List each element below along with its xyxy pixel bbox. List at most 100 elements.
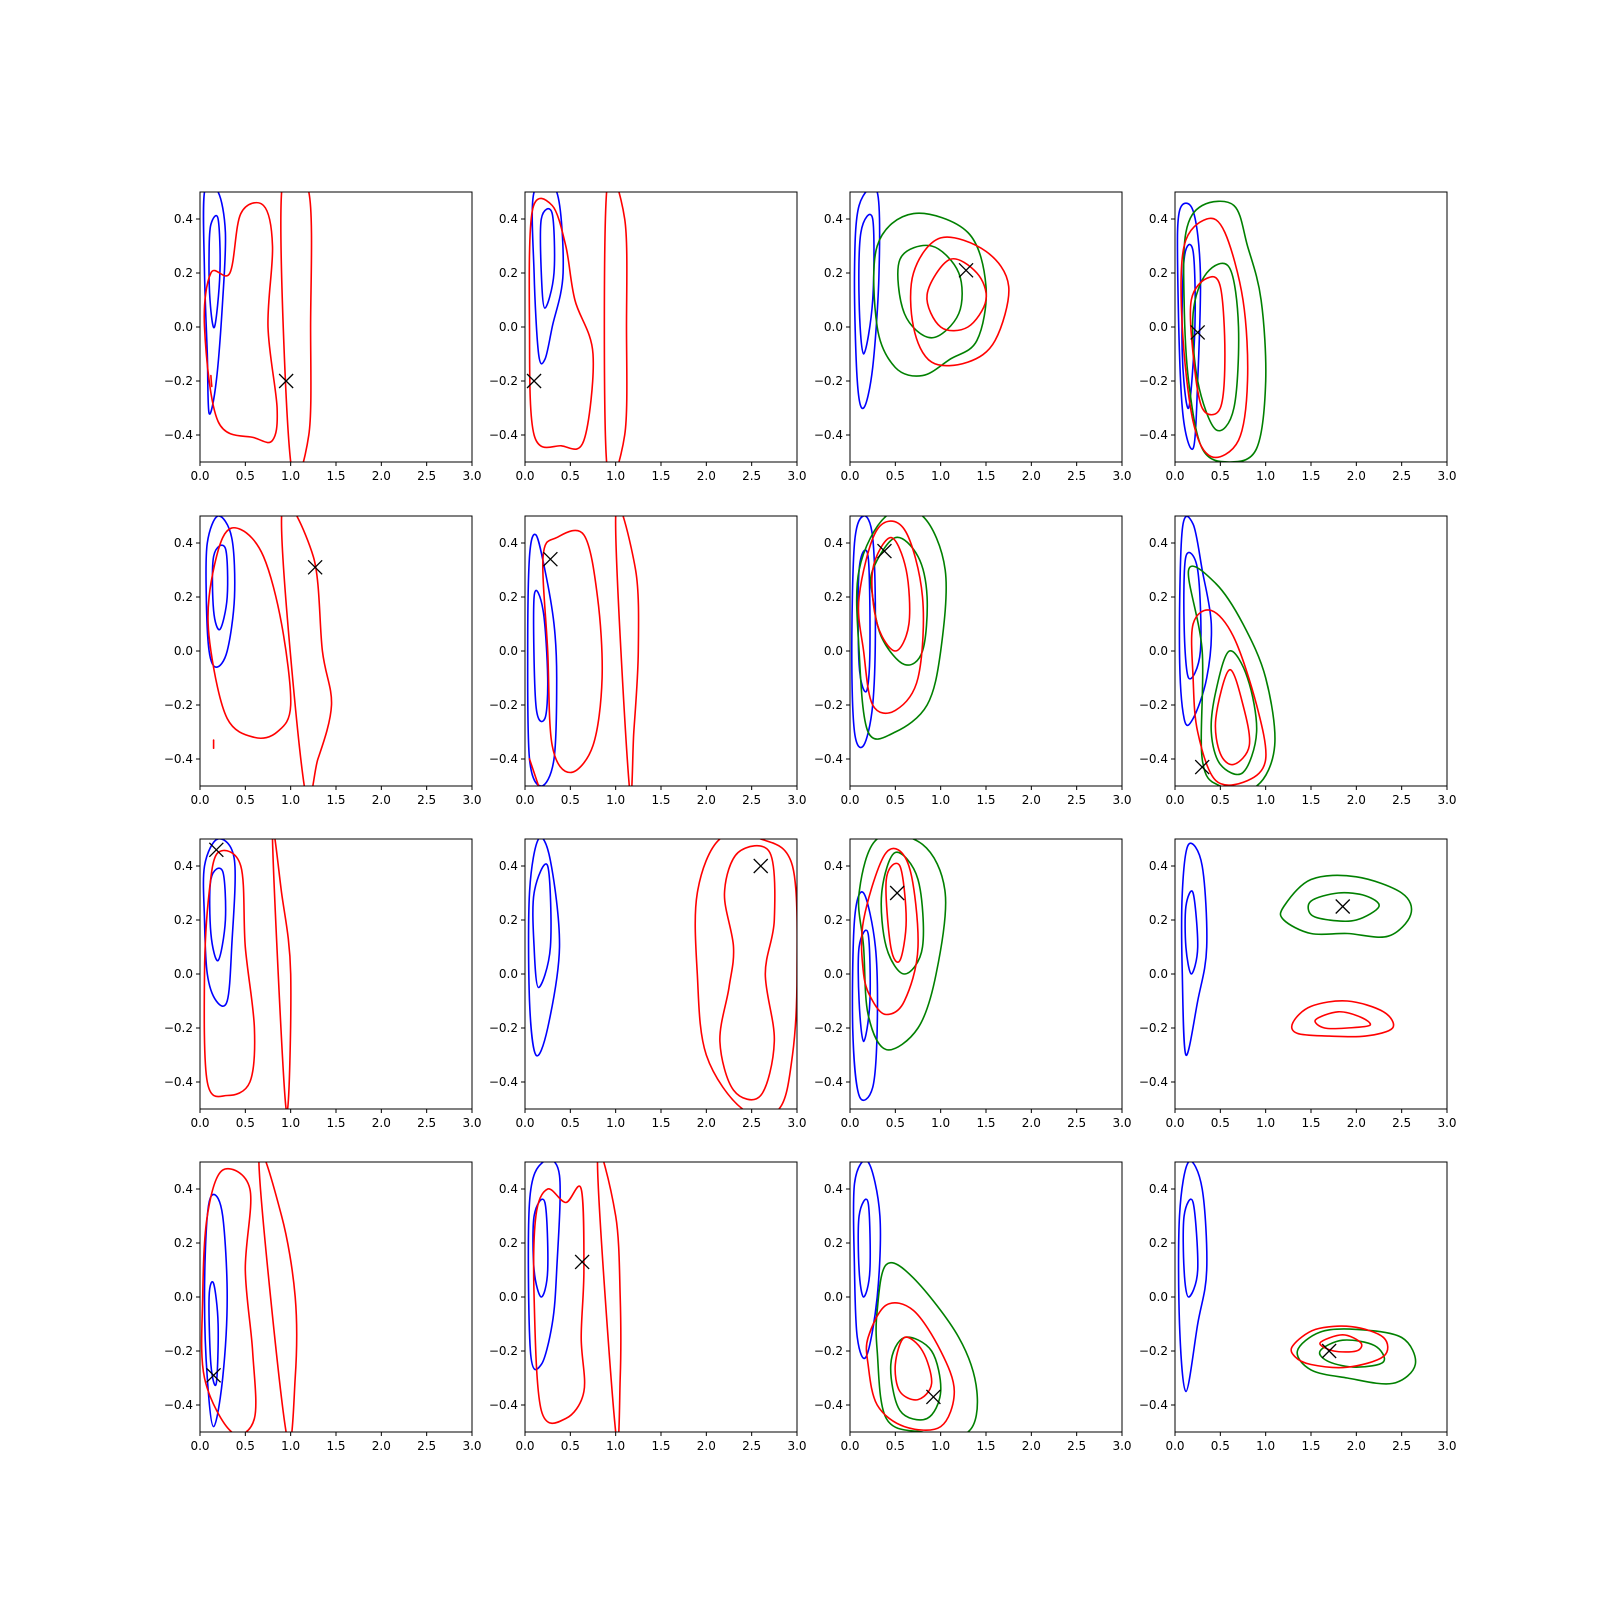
y-tick-label: −0.2: [164, 1021, 193, 1035]
x-tick-label: 0.0: [1165, 1439, 1184, 1453]
x-tick-label: 2.5: [742, 469, 761, 483]
x-marker-stroke: [542, 551, 558, 567]
panel-r3c2: 0.0 0.5 1.0 1.5 2.0 2.5 3.0 −0.4 −0.2 0.0 0.2 0.4: [489, 838, 807, 1130]
y-tick-label: 0.0: [174, 320, 193, 334]
x-tick-label: 0.0: [190, 469, 209, 483]
x-tick-label: 1.0: [606, 1439, 625, 1453]
panel-plot-area: [527, 839, 797, 1109]
x-tick-label: 3.0: [1437, 1439, 1456, 1453]
x-tick-label: 3.0: [1437, 793, 1456, 807]
red-contour-line: [271, 839, 292, 1109]
x-tick-label: 1.5: [976, 793, 995, 807]
x-tick-label: 1.5: [1301, 793, 1320, 807]
x-tick-label: 0.5: [886, 469, 905, 483]
x-tick-label: 3.0: [1112, 1116, 1131, 1130]
x-tick-label: 3.0: [1112, 1439, 1131, 1453]
panel-r3c3: 0.0 0.5 1.0 1.5 2.0 2.5 3.0 −0.4 −0.2 0.0 0.2 0.4: [814, 838, 1132, 1130]
y-tick-label: 0.0: [499, 1290, 518, 1304]
x-marker: [307, 559, 323, 575]
x-tick-label: 0.5: [561, 1439, 580, 1453]
y-tick-label: 0.0: [824, 644, 843, 658]
x-marker: [278, 373, 294, 389]
red-contour-line: [528, 197, 595, 450]
x-tick-label: 0.5: [1211, 1439, 1230, 1453]
green-contour-line: [1187, 565, 1276, 786]
panel-r2c2: 0.0 0.5 1.0 1.5 2.0 2.5 3.0 −0.4 −0.2 0.0 0.2 0.4: [489, 515, 807, 807]
red-contour-line: [1314, 1010, 1372, 1030]
y-tick-label: 0.4: [174, 536, 193, 550]
y-tick-label: 0.2: [499, 590, 518, 604]
y-tick-label: −0.4: [489, 1398, 518, 1412]
y-tick-label: 0.4: [1149, 859, 1168, 873]
y-tick-label: 0.2: [174, 266, 193, 280]
x-marker: [958, 262, 974, 278]
panel-frame: [199, 838, 473, 1110]
x-tick-label: 1.5: [651, 469, 670, 483]
y-tick-label: 0.0: [1149, 967, 1168, 981]
red-contour-line: [865, 1302, 956, 1431]
panel-frame: [1174, 515, 1448, 787]
x-tick-label: 0.0: [515, 793, 534, 807]
y-tick-label: −0.2: [814, 1344, 843, 1358]
panel-r4c2: 0.0 0.5 1.0 1.5 2.0 2.5 3.0 −0.4 −0.2 0.0 0.2 0.4: [489, 1161, 807, 1453]
blue-contour-line: [1181, 243, 1197, 409]
x-tick-label: 3.0: [1112, 469, 1131, 483]
red-contour-line: [603, 192, 628, 462]
panel-frame: [849, 838, 1123, 1110]
x-tick-label: 0.5: [561, 793, 580, 807]
red-contour-line: [210, 374, 213, 388]
x-marker: [1321, 1343, 1337, 1359]
x-tick-label: 0.0: [190, 793, 209, 807]
x-tick-label: 1.0: [931, 1439, 950, 1453]
y-tick-label: 0.4: [824, 536, 843, 550]
x-tick-label: 1.5: [1301, 1439, 1320, 1453]
y-tick-label: −0.4: [1139, 1075, 1168, 1089]
x-tick-label: 1.0: [281, 469, 300, 483]
green-contour-line: [880, 851, 925, 975]
x-tick-label: 2.0: [697, 469, 716, 483]
panel-plot-area: [527, 1162, 622, 1432]
blue-contour-line: [203, 1193, 228, 1428]
green-contour-line: [855, 516, 947, 740]
red-contour-line: [719, 844, 776, 1101]
x-tick-label: 2.5: [417, 1439, 436, 1453]
y-tick-label: 0.2: [499, 266, 518, 280]
x-tick-label: 1.5: [1301, 1116, 1320, 1130]
x-marker-stroke: [876, 543, 892, 559]
x-tick-label: 3.0: [1437, 469, 1456, 483]
blue-contour-line: [539, 207, 556, 309]
x-tick-label: 1.5: [326, 1439, 345, 1453]
blue-contour-line: [1184, 890, 1199, 975]
panel-r1c1: 0.0 0.5 1.0 1.5 2.0 2.5 3.0 −0.4 −0.2 0.0 0.2 0.4: [164, 191, 482, 483]
blue-contour-line: [531, 192, 565, 365]
x-tick-label: 2.5: [742, 1116, 761, 1130]
x-tick-label: 1.5: [976, 469, 995, 483]
y-tick-label: 0.4: [824, 859, 843, 873]
blue-contour-line: [851, 891, 879, 1102]
x-tick-label: 0.0: [1165, 793, 1184, 807]
y-tick-label: −0.2: [1139, 698, 1168, 712]
x-tick-label: 2.0: [697, 793, 716, 807]
x-marker: [574, 1254, 590, 1270]
x-tick-label: 2.0: [697, 1116, 716, 1130]
red-contour-line: [200, 1168, 257, 1432]
green-contour-line: [1279, 874, 1413, 938]
y-tick-label: 0.4: [174, 859, 193, 873]
panel-r2c1: 0.0 0.5 1.0 1.5 2.0 2.5 3.0 −0.4 −0.2 0.0 0.2 0.4: [164, 515, 482, 807]
y-tick-label: −0.2: [489, 698, 518, 712]
blue-contour-line: [202, 839, 236, 1007]
x-tick-label: 1.0: [1256, 469, 1275, 483]
green-contour-line: [1191, 262, 1240, 432]
blue-contour-line: [1176, 202, 1202, 451]
y-tick-label: 0.0: [824, 967, 843, 981]
x-marker: [876, 543, 892, 559]
x-tick-label: 0.5: [886, 1116, 905, 1130]
green-contour-line: [897, 244, 963, 339]
y-tick-label: −0.4: [164, 1075, 193, 1089]
panel-plot-area: [1180, 842, 1413, 1056]
x-marker-stroke: [526, 373, 542, 389]
y-tick-label: 0.2: [824, 590, 843, 604]
panel-r4c4: 0.0 0.5 1.0 1.5 2.0 2.5 3.0 −0.4 −0.2 0.0 0.2 0.4: [1139, 1161, 1457, 1453]
panel-frame: [849, 1161, 1123, 1433]
x-tick-label: 2.5: [417, 1116, 436, 1130]
